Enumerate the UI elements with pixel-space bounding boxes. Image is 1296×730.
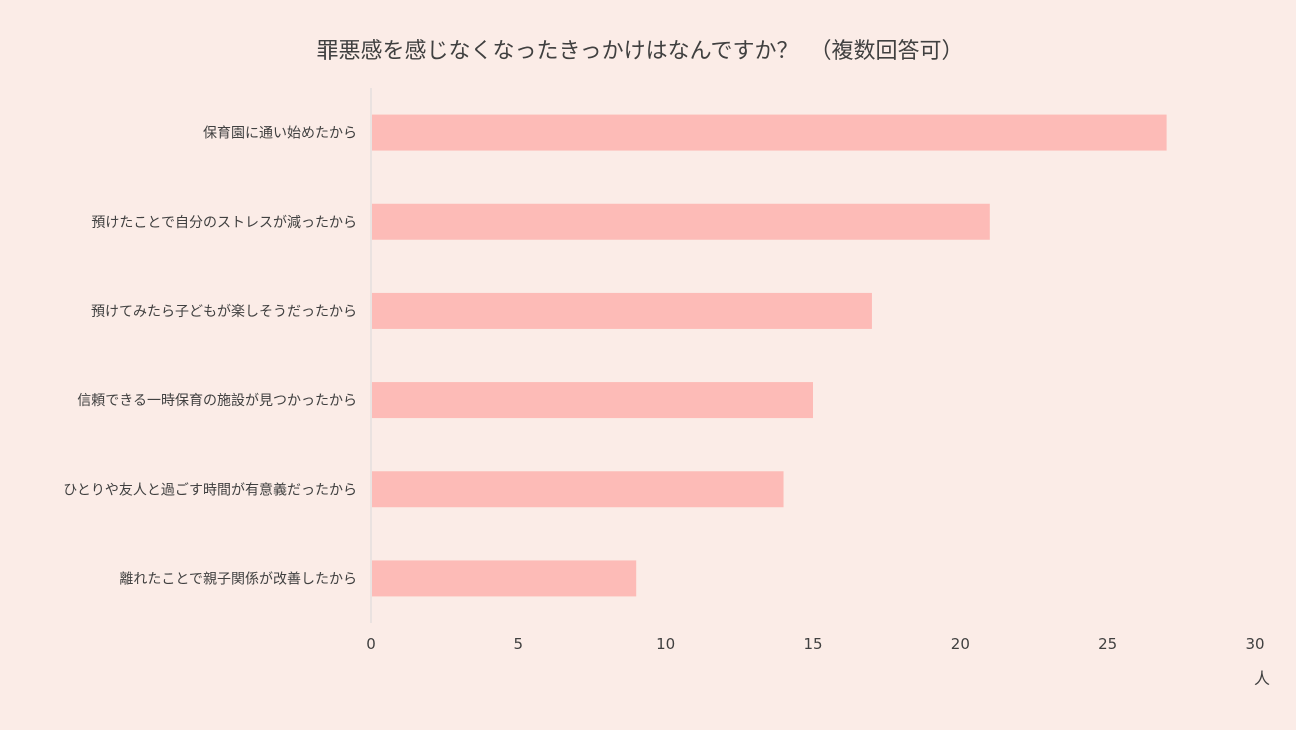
category-label: 信頼できる一時保育の施設が見つかったから: [77, 393, 357, 409]
category-label: ひとりや友人と過ごす時間が有意義だったから: [63, 481, 357, 498]
bar: [372, 471, 784, 508]
x-tick-label: 30: [1245, 635, 1264, 653]
x-axis-title: 人: [1254, 669, 1270, 688]
bars-layer: [372, 114, 1167, 597]
category-label: 預けてみたら子どもが楽しそうだったから: [91, 304, 357, 320]
x-tick-labels: 0 5 10 15 20 25 30: [366, 635, 1264, 653]
chart-title: 罪悪感を感じなくなったきっかけはなんですか？ （複数回答可）: [316, 39, 963, 64]
x-tick-label: 0: [366, 635, 376, 653]
bar: [372, 560, 637, 597]
x-tick-label: 15: [803, 635, 822, 653]
bar: [372, 114, 1167, 151]
x-tick-label: 10: [656, 635, 675, 653]
x-tick-label: 25: [1098, 635, 1117, 653]
category-labels: 保育園に通い始めたから預けたことで自分のストレスが減ったから預けてみたら子どもが…: [63, 126, 357, 588]
bar: [372, 203, 990, 240]
bar: [372, 382, 813, 419]
category-label: 預けたことで自分のストレスが減ったから: [91, 214, 357, 231]
x-tick-label: 5: [514, 635, 524, 653]
category-label: 保育園に通い始めたから: [203, 126, 357, 142]
category-label: 離れたことで親子関係が改善したから: [119, 570, 357, 587]
bar: [372, 292, 872, 329]
x-tick-label: 20: [951, 635, 970, 653]
